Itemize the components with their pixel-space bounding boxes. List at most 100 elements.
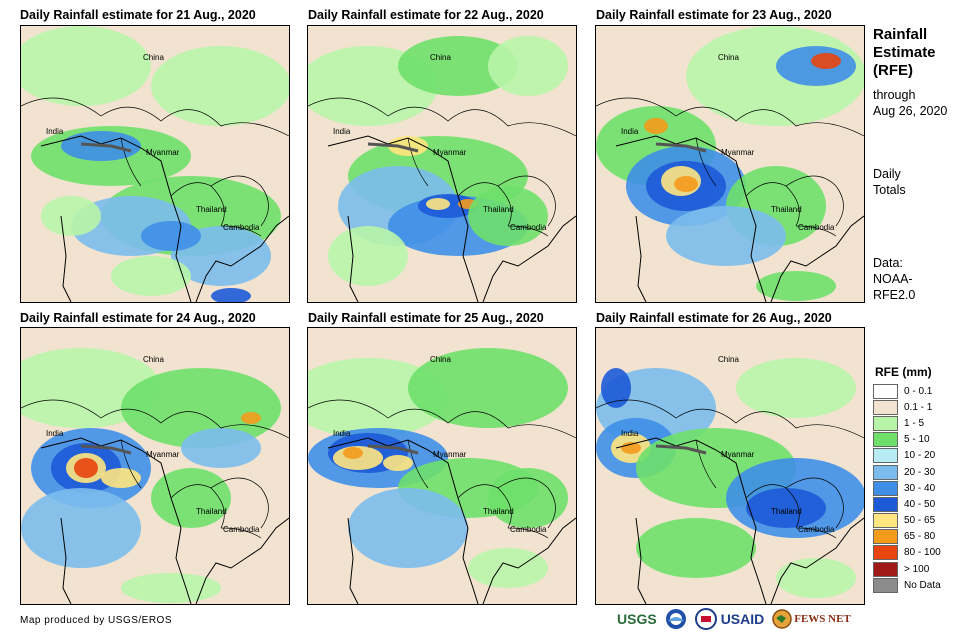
sidebar-totals-line2: Totals: [873, 183, 906, 197]
legend-label: No Data: [904, 579, 941, 591]
map-label-thailand: Thailand: [771, 205, 802, 214]
panel-title: Daily Rainfall estimate for 26 Aug., 202…: [596, 311, 832, 325]
usaid-logo: USAID: [720, 611, 765, 627]
legend-title: RFE (mm): [875, 365, 932, 379]
legend-label: 65 - 80: [904, 531, 936, 543]
map-label-myanmar: Myanmar: [721, 450, 755, 459]
sidebar-data-line3: RFE2.0: [873, 288, 916, 302]
legend-item: 5 - 10: [873, 432, 941, 448]
rainfall-map: China India Myanmar Thailand Cambodia: [308, 328, 576, 604]
map-label-thailand: Thailand: [771, 507, 802, 516]
map-label-china: China: [718, 355, 739, 364]
legend-item: 20 - 30: [873, 464, 941, 480]
sidebar-title: Rainfall Estimate (RFE): [873, 26, 936, 80]
map-label-thailand: Thailand: [196, 507, 227, 516]
map-label-india: India: [46, 127, 64, 136]
logo-bar: USGS USAID FEWS NET: [617, 604, 859, 634]
legend-swatch: [873, 529, 898, 545]
map-label-cambodia: Cambodia: [798, 223, 835, 232]
legend-swatch: [873, 513, 898, 529]
legend-swatch: [873, 480, 898, 496]
rainfall-map: China India Myanmar Thailand Cambodia: [308, 26, 576, 302]
legend-label: 0.1 - 1: [904, 401, 933, 413]
legend-item: 1 - 5: [873, 415, 941, 431]
legend-item: 10 - 20: [873, 448, 941, 464]
sidebar-data-line1: Data:: [873, 256, 903, 270]
map-label-thailand: Thailand: [483, 205, 514, 214]
legend-label: 10 - 20: [904, 450, 936, 462]
map-label-cambodia: Cambodia: [510, 223, 547, 232]
fewsnet-globe-icon: [772, 609, 792, 629]
legend-swatch: [873, 415, 898, 431]
map-label-cambodia: Cambodia: [223, 223, 260, 232]
legend-label: 20 - 30: [904, 466, 936, 478]
map-label-thailand: Thailand: [196, 205, 227, 214]
rainfall-map-panel: China India Myanmar Thailand Cambodia: [20, 25, 290, 303]
map-label-cambodia: Cambodia: [798, 525, 835, 534]
rainfall-map-panel: China India Myanmar Thailand Cambodia: [20, 327, 290, 605]
map-label-thailand: Thailand: [483, 507, 514, 516]
rainfall-map-panel: China India Myanmar Thailand Cambodia: [307, 25, 577, 303]
rainfall-map: China India Myanmar Thailand Cambodia: [21, 26, 289, 302]
sidebar-through-line1: through: [873, 88, 916, 102]
legend-item: 80 - 100: [873, 545, 941, 561]
panel-title: Daily Rainfall estimate for 21 Aug., 202…: [20, 8, 256, 22]
rainfall-map-panel: China India Myanmar Thailand Cambodia: [595, 25, 865, 303]
map-label-china: China: [143, 53, 164, 62]
sidebar-title-line1: Rainfall: [873, 26, 928, 43]
map-label-myanmar: Myanmar: [146, 148, 180, 157]
sidebar-through-line2: Aug 26, 2020: [873, 104, 948, 118]
legend-label: 40 - 50: [904, 498, 936, 510]
map-label-myanmar: Myanmar: [721, 148, 755, 157]
noaa-logo-icon: [665, 609, 686, 629]
panel-title: Daily Rainfall estimate for 22 Aug., 202…: [308, 8, 544, 22]
legend-label: 50 - 65: [904, 515, 936, 527]
legend-swatch: [873, 464, 898, 480]
map-label-china: China: [143, 355, 164, 364]
map-label-myanmar: Myanmar: [433, 450, 467, 459]
fewsnet-logo: FEWS NET: [794, 613, 851, 625]
panel-title: Daily Rainfall estimate for 23 Aug., 202…: [596, 8, 832, 22]
legend-swatch: [873, 496, 898, 512]
sidebar-title-line2: Estimate: [873, 44, 936, 61]
map-label-india: India: [333, 127, 351, 136]
legend-item: > 100: [873, 561, 941, 577]
legend-swatch: [873, 545, 898, 561]
legend-label: 0 - 0.1: [904, 385, 933, 397]
rainfall-map: China India Myanmar Thailand Cambodia: [21, 328, 289, 604]
legend-label: 1 - 5: [904, 417, 925, 429]
legend-swatch: [873, 432, 898, 448]
sidebar-through: through Aug 26, 2020: [873, 87, 947, 119]
rainfall-map: China India Myanmar Thailand Cambodia: [596, 328, 864, 604]
panel-title: Daily Rainfall estimate for 24 Aug., 202…: [20, 311, 256, 325]
legend-label: 5 - 10: [904, 434, 930, 446]
sidebar-data-line2: NOAA-: [873, 272, 913, 286]
legend-swatch: [873, 399, 898, 415]
legend-item: 40 - 50: [873, 496, 941, 512]
map-label-india: India: [46, 429, 64, 438]
map-label-myanmar: Myanmar: [146, 450, 180, 459]
map-label-india: India: [333, 429, 351, 438]
rainfall-map-panel: China India Myanmar Thailand Cambodia: [595, 327, 865, 605]
legend-swatch: [873, 577, 898, 593]
sidebar-title-line3: (RFE): [873, 62, 913, 79]
map-label-china: China: [430, 53, 451, 62]
map-label-china: China: [718, 53, 739, 62]
legend-item: 0.1 - 1: [873, 399, 941, 415]
legend-label: 80 - 100: [904, 547, 941, 559]
legend-item: 65 - 80: [873, 529, 941, 545]
sidebar-data-source: Data: NOAA- RFE2.0: [873, 255, 915, 303]
legend-item: 30 - 40: [873, 480, 941, 496]
legend-label: 30 - 40: [904, 482, 936, 494]
rainfall-map: China India Myanmar Thailand Cambodia: [596, 26, 864, 302]
legend-item: 50 - 65: [873, 513, 941, 529]
legend-item: No Data: [873, 577, 941, 593]
legend-item: 0 - 0.1: [873, 383, 941, 399]
map-label-myanmar: Myanmar: [433, 148, 467, 157]
map-label-india: India: [621, 127, 639, 136]
panel-title: Daily Rainfall estimate for 25 Aug., 202…: [308, 311, 544, 325]
legend-label: > 100: [904, 563, 930, 575]
sidebar-totals: Daily Totals: [873, 166, 906, 198]
credit-text: Map produced by USGS/EROS: [20, 615, 173, 626]
usgs-logo: USGS: [617, 611, 657, 627]
